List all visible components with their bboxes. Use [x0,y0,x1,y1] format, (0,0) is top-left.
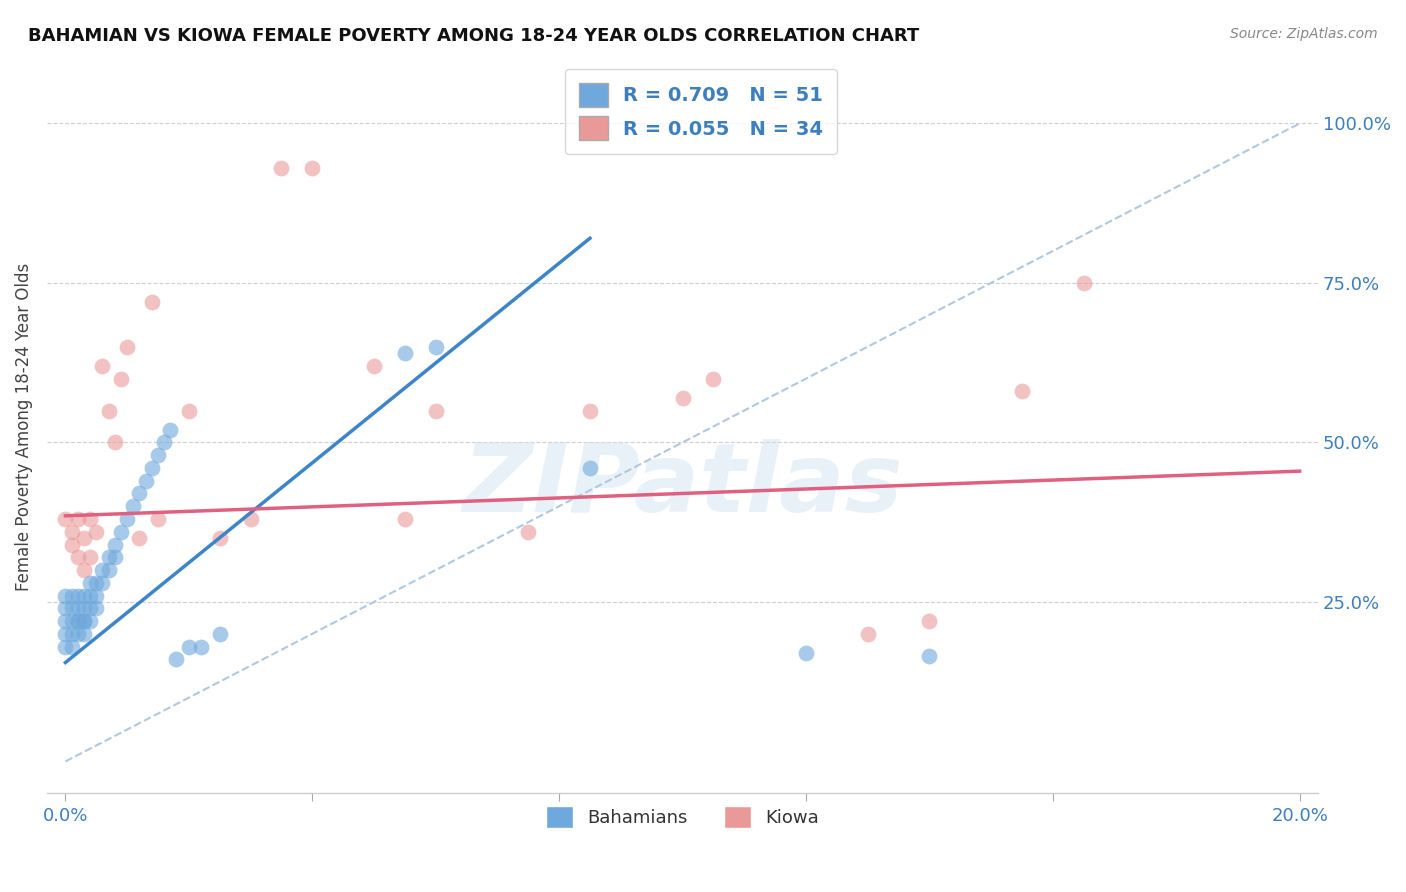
Point [73,627,96,641]
Point [135,474,157,488]
Point [79,614,101,628]
Point [208,627,231,641]
Point [146,448,169,462]
Point [579,461,602,475]
Point [104,537,127,551]
Point [84,575,107,590]
Point [79,512,101,526]
Point [84,524,107,539]
Point [141,461,163,475]
Point [671,391,693,405]
Point [856,627,879,641]
Point [517,524,540,539]
Point [110,524,132,539]
Text: Source: ZipAtlas.com: Source: ZipAtlas.com [1230,27,1378,41]
Point [177,640,200,654]
Point [84,601,107,615]
Point [73,589,96,603]
Point [128,531,150,545]
Point [122,500,145,514]
Point [159,423,181,437]
Point [60,524,83,539]
Point [110,371,132,385]
Point [66,589,89,603]
Point [394,512,416,526]
Point [60,537,83,551]
Point [128,486,150,500]
Point [66,614,89,628]
Point [91,563,114,577]
Point [73,563,96,577]
Point [115,340,138,354]
Point [73,614,96,628]
Point [301,161,323,175]
Point [794,646,817,660]
Point [394,346,416,360]
Point [73,601,96,615]
Point [66,512,89,526]
Point [153,435,176,450]
Point [55,512,77,526]
Point [1011,384,1033,399]
Point [60,589,83,603]
Point [1073,276,1095,290]
Point [79,589,101,603]
Point [190,640,212,654]
Point [55,627,77,641]
Point [146,512,169,526]
Point [115,512,138,526]
Point [55,601,77,615]
Point [97,550,120,565]
Point [97,403,120,417]
Y-axis label: Female Poverty Among 18-24 Year Olds: Female Poverty Among 18-24 Year Olds [15,262,32,591]
Point [55,589,77,603]
Point [55,614,77,628]
Point [60,640,83,654]
Point [91,575,114,590]
Text: BAHAMIAN VS KIOWA FEMALE POVERTY AMONG 18-24 YEAR OLDS CORRELATION CHART: BAHAMIAN VS KIOWA FEMALE POVERTY AMONG 1… [28,27,920,45]
Point [425,340,447,354]
Point [73,614,96,628]
Point [918,614,941,628]
Point [60,627,83,641]
Point [166,652,188,666]
Point [79,575,101,590]
Point [66,627,89,641]
Point [239,512,262,526]
Text: ZIPatlas: ZIPatlas [463,439,903,532]
Point [60,601,83,615]
Legend: Bahamians, Kiowa: Bahamians, Kiowa [538,799,827,836]
Point [84,589,107,603]
Point [270,161,292,175]
Point [918,649,941,664]
Point [55,640,77,654]
Point [425,403,447,417]
Point [66,601,89,615]
Point [79,601,101,615]
Point [141,295,163,310]
Point [66,550,89,565]
Point [60,614,83,628]
Point [363,359,385,373]
Point [177,403,200,417]
Point [579,403,602,417]
Point [91,359,114,373]
Point [79,550,101,565]
Point [702,371,724,385]
Point [73,531,96,545]
Point [208,531,231,545]
Point [97,563,120,577]
Point [104,435,127,450]
Point [66,614,89,628]
Point [104,550,127,565]
